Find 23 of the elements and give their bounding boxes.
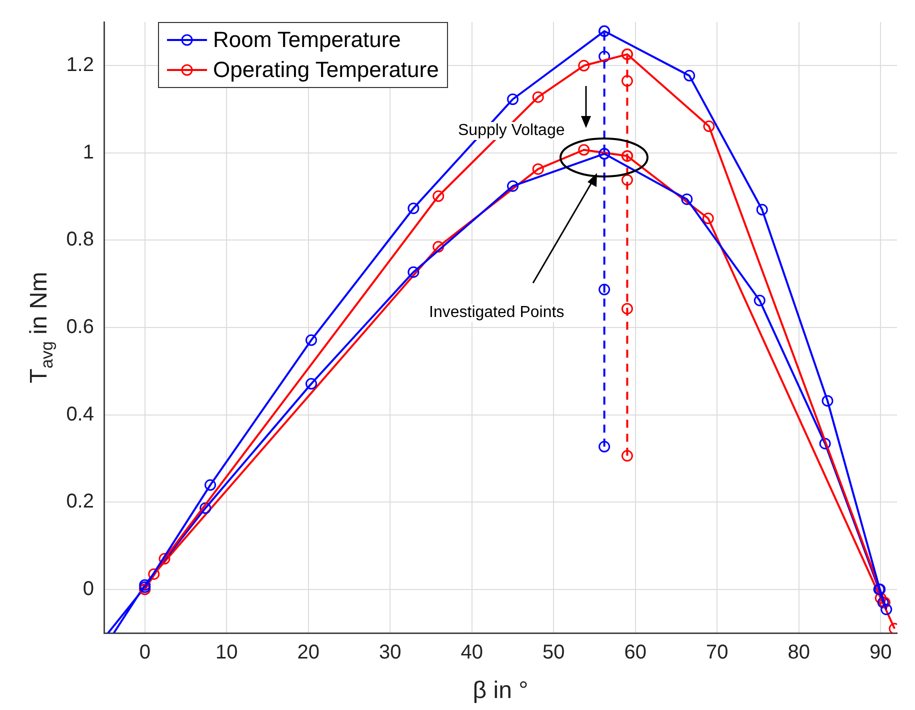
- y-tick-label: 0: [82, 578, 94, 600]
- x-axis-title: β in °: [472, 677, 528, 704]
- x-tick-label: 40: [460, 642, 484, 664]
- y-axis-title: Tavg in Nm: [26, 272, 57, 384]
- y-tick-label: 1: [82, 141, 94, 164]
- y-tick-label: 0.2: [66, 490, 94, 513]
- x-tick-label: 60: [624, 642, 647, 664]
- x-tick-label: 50: [542, 642, 565, 664]
- annotation: Supply Voltage: [458, 122, 565, 140]
- legend-label: Operating Temperature: [213, 56, 439, 84]
- x-tick-label: 80: [788, 642, 810, 664]
- y-tick-label: 0.6: [66, 316, 94, 338]
- x-tick-label: 70: [706, 642, 728, 664]
- y-tick-label: 0.4: [66, 403, 94, 426]
- y-tick-label: 1.2: [66, 54, 94, 76]
- annotation: Investigated Points: [429, 304, 564, 322]
- x-tick-label: 0: [139, 642, 150, 664]
- legend-label: Room Temperature: [213, 26, 401, 54]
- y-tick-label: 0.8: [66, 228, 94, 251]
- x-tick-label: 30: [379, 642, 402, 664]
- x-tick-label: 10: [216, 642, 238, 664]
- x-tick-label: 90: [870, 642, 892, 664]
- x-tick-label: 20: [297, 642, 320, 664]
